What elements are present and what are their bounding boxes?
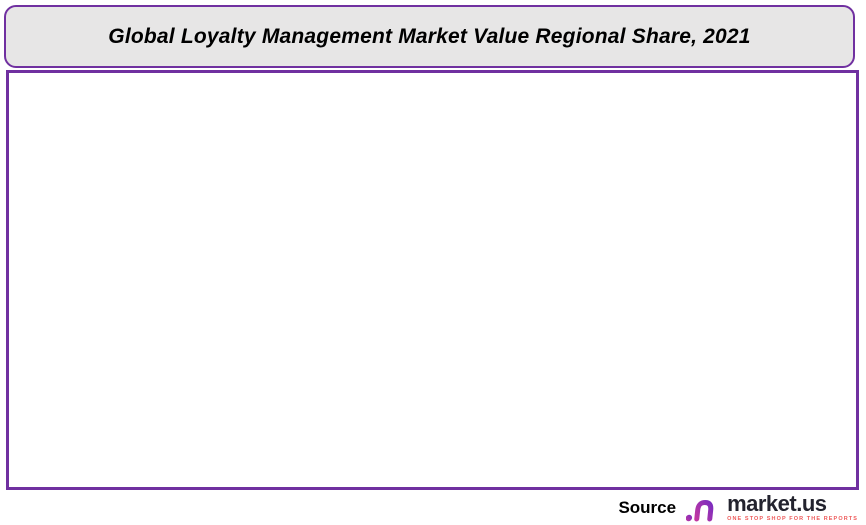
chart-title-box: Global Loyalty Management Market Value R… <box>4 5 855 68</box>
market-us-icon <box>686 496 722 522</box>
brand-tagline: ONE STOP SHOP FOR THE REPORTS <box>727 516 858 523</box>
source-row: Source market.us ONE STOP SHOP FOR THE R… <box>0 491 858 525</box>
chart-plot-area <box>6 70 859 490</box>
source-label: Source <box>618 498 677 517</box>
brand-text: market.us ONE STOP SHOP FOR THE REPORTS <box>727 493 858 523</box>
chart-title: Global Loyalty Management Market Value R… <box>108 24 751 48</box>
brand-logo: market.us ONE STOP SHOP FOR THE REPORTS <box>686 493 858 523</box>
brand-name: market.us <box>727 491 827 517</box>
